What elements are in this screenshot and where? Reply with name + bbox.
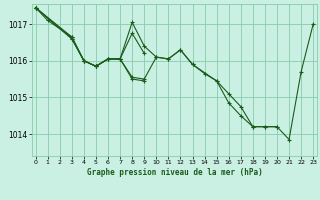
X-axis label: Graphe pression niveau de la mer (hPa): Graphe pression niveau de la mer (hPa) bbox=[86, 168, 262, 177]
